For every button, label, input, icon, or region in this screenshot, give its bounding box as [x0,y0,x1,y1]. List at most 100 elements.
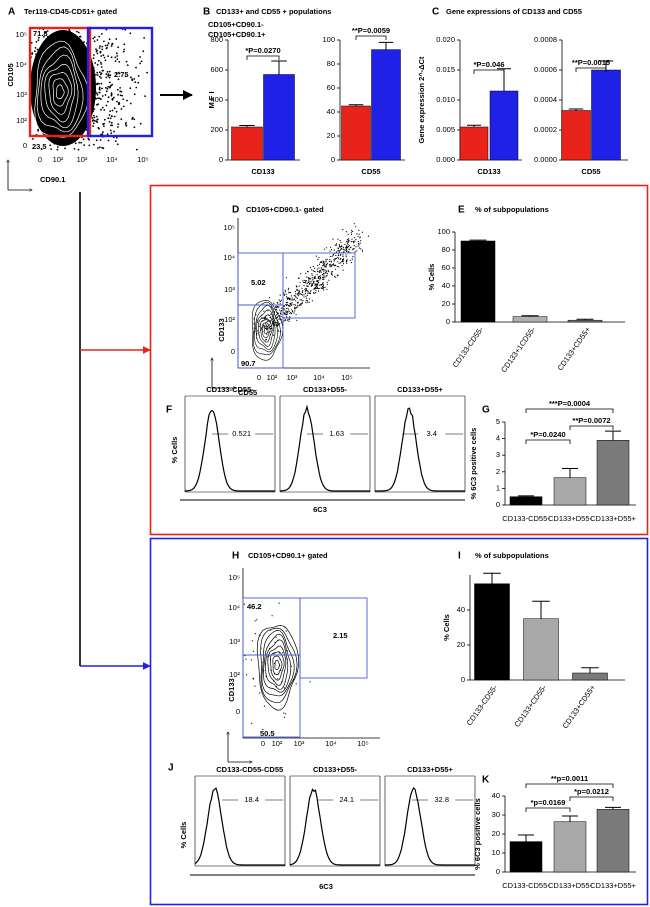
event-dot [76,30,78,33]
event-dot [276,314,278,316]
event-dot [346,245,348,247]
event-dot [321,276,324,278]
event-dot [96,118,99,121]
contour [262,322,271,339]
event-dot [259,692,261,694]
event-dot [115,38,118,40]
event-dot [346,247,349,249]
event-dot [80,141,82,144]
event-dot [325,259,327,261]
event-dot [350,246,352,249]
event-dot [335,251,337,253]
event-dot [276,321,278,323]
histogram-curve [279,404,370,492]
event-dot [336,275,338,277]
event-dot [323,272,325,275]
significance-bracket [525,783,614,788]
event-dot [330,261,333,263]
event-dot [315,283,317,285]
event-dot [326,270,328,272]
gate [299,597,368,679]
panel-letter: E [458,205,465,216]
event-dot [293,312,295,314]
event-dot [311,300,313,302]
event-dot [331,255,333,257]
event-dot [110,121,113,124]
event-dot [113,130,115,133]
event-dot [323,270,325,272]
event-dot [290,303,292,305]
event-dot [312,270,314,272]
event-dot [310,291,312,293]
event-dot [334,244,336,246]
event-dot [335,244,337,246]
panel-letter: A [8,7,15,18]
event-dot [278,602,280,604]
blue-frame [149,537,649,906]
event-dot [98,75,101,78]
contour [252,301,281,356]
event-dot [304,288,306,290]
event-dot [289,316,291,318]
event-dot [93,116,96,119]
y-tick-label: 10² [16,116,27,125]
event-dot [313,278,315,280]
significance-label: *P=0.0240 [530,430,565,439]
event-dot [320,284,322,286]
event-dot [329,258,331,261]
gate-label-bg [418,429,446,439]
event-dot [296,319,298,321]
event-dot [354,251,356,253]
event-dot [113,107,116,110]
event-dot [305,272,307,274]
event-dot [107,75,109,77]
event-dot [285,291,287,293]
event-dot [342,259,344,261]
event-dot [313,276,315,278]
event-dot [117,123,120,125]
x-tick-label: CD133+D55+ [590,514,636,523]
bar [489,90,519,161]
event-dot [317,280,319,282]
bar [596,809,630,873]
x-tick-label: CD133+D55- [548,514,592,523]
event-dot [131,116,134,119]
event-dot [303,279,305,281]
y-tick-label: 80 [327,59,335,68]
event-dot [300,303,302,305]
y-tick-label: 0 [236,707,240,716]
event-dot [254,633,256,635]
event-dot [113,96,115,99]
contour [34,40,90,138]
error-bar [521,315,539,317]
event-dot [346,241,348,243]
event-dot [270,325,272,328]
contour [52,78,69,107]
event-dot [285,308,287,310]
event-dot [318,284,320,286]
y-tick-label: 0.005 [436,125,455,134]
event-dot [125,60,128,63]
significance-label: **P=0.0072 [572,416,610,425]
event-dot [317,276,320,278]
event-dot [303,296,305,298]
x-axis-label: 6C3 [313,505,327,514]
event-dot [345,254,347,256]
event-dot [99,51,102,54]
event-dot [295,307,297,309]
event-dot [296,289,298,292]
event-dot [109,129,112,132]
event-dot [280,307,282,309]
event-dot [356,233,358,235]
event-dot [346,262,348,264]
significance-bracket [575,67,607,72]
event-dot [107,85,110,88]
event-dot [111,109,114,112]
event-dot [122,50,125,53]
event-dot [92,114,95,117]
event-dot [264,339,267,341]
x-axis-label: CD55 [238,388,257,397]
event-dot [346,250,348,253]
event-dot [283,305,285,307]
event-dot [269,297,271,299]
